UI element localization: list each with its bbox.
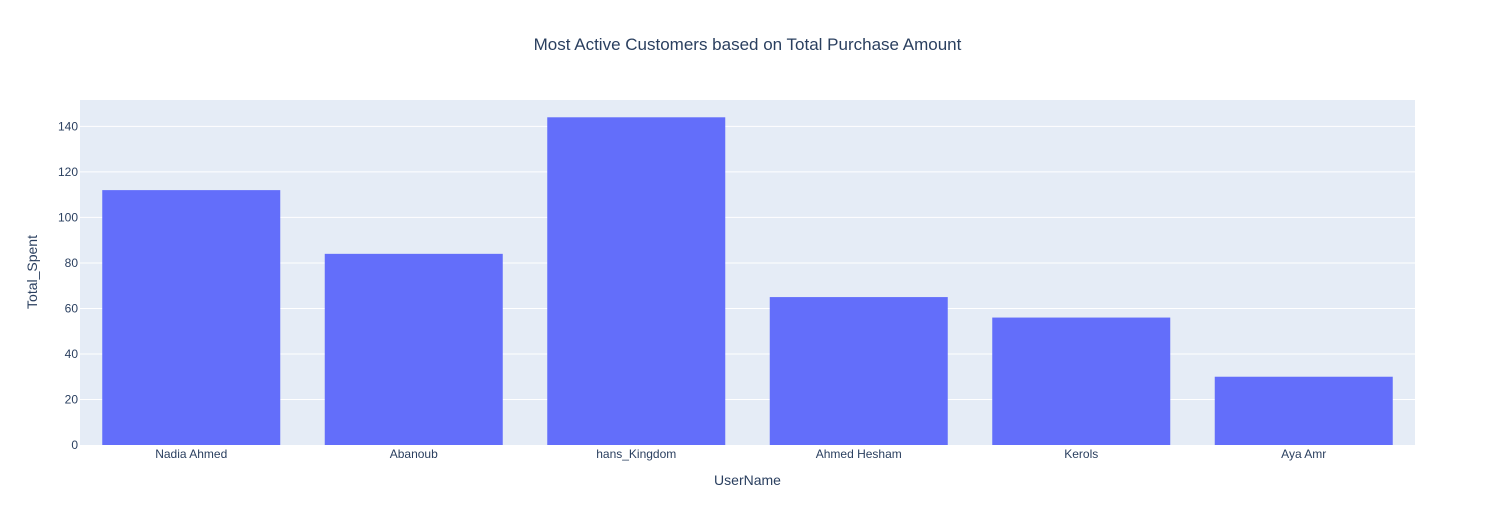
bar[interactable] [992,317,1171,445]
x-tick-label: Ahmed Hesham [816,447,902,461]
bars [102,117,1393,445]
bar[interactable] [1214,376,1393,445]
y-axis-title: Total_Spent [24,235,40,309]
y-tick-label: 100 [58,210,78,224]
x-tick-label: Nadia Ahmed [155,447,227,461]
bar[interactable] [769,297,948,445]
x-axis-title: UserName [714,472,781,488]
x-axis-ticks: Nadia Ahmed Abanoub hans_Kingdom Ahmed Hesh… [155,447,1326,461]
y-tick-label: 80 [65,256,79,270]
bar[interactable] [324,253,503,445]
chart-title: Most Active Customers based on Total Pur… [534,35,962,54]
plot-background [80,100,1415,445]
x-tick-label: hans_Kingdom [596,447,676,461]
y-tick-label: 0 [71,438,78,452]
y-tick-label: 120 [58,165,78,179]
x-tick-label: Abanoub [390,447,438,461]
y-tick-label: 40 [65,347,79,361]
y-tick-label: 140 [58,119,78,133]
x-tick-label: Kerols [1064,447,1098,461]
y-tick-label: 20 [65,392,79,406]
bar[interactable] [102,190,281,445]
grid-lines [80,125,1415,400]
y-axis-ticks: 0 20 40 60 80 100 120 140 [58,119,78,452]
x-tick-label: Aya Amr [1281,447,1326,461]
y-tick-label: 60 [65,301,79,315]
bar[interactable] [547,117,726,445]
